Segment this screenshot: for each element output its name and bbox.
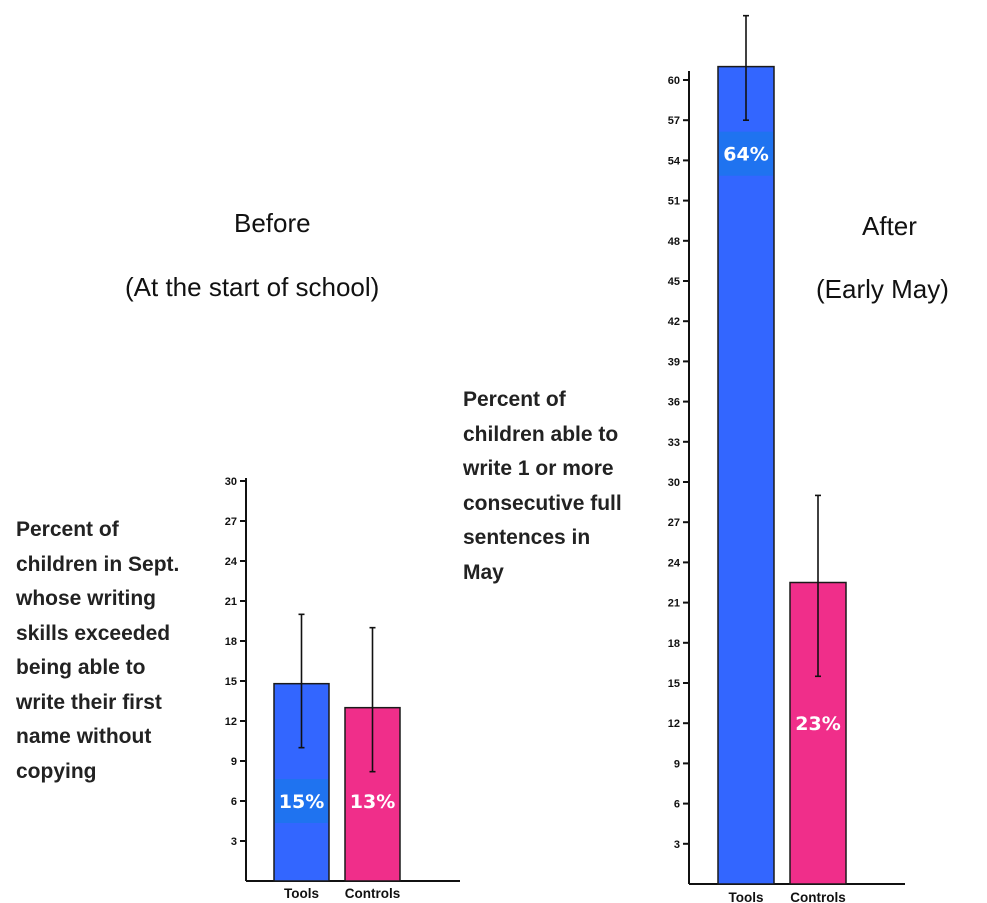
description-line: Percent of (16, 518, 119, 541)
y-tick-label: 15 (225, 676, 237, 688)
y-tick-label: 51 (668, 196, 680, 208)
category-label: Tools (729, 890, 764, 903)
data-label-box (719, 131, 773, 176)
description-line: children able to (463, 422, 619, 446)
description-line: sentences in (463, 526, 591, 549)
y-tick-label: 39 (668, 356, 680, 368)
y-tick-label: 12 (225, 716, 237, 728)
description-line: skills exceeded (16, 621, 171, 645)
data-label-box (275, 779, 328, 823)
description-line: being able to (16, 656, 146, 679)
y-tick-label: 21 (225, 596, 237, 608)
category-label: Tools (284, 886, 319, 901)
after-subtitle: (Early May) (816, 274, 949, 304)
description-line: whose writing (16, 587, 157, 610)
y-tick-label: 3 (231, 836, 237, 848)
y-tick-label: 18 (668, 638, 680, 650)
y-tick-label: 27 (668, 517, 680, 529)
y-tick-label: 24 (225, 556, 238, 568)
data-label: 15% (279, 791, 324, 813)
description-line: write 1 or more (463, 457, 614, 480)
y-tick-label: 54 (668, 155, 681, 167)
description-line: children in Sept. (16, 552, 180, 576)
y-tick-label: 15 (668, 678, 680, 690)
description-line: name without (16, 725, 152, 748)
description-line: consecutive full (463, 491, 622, 515)
y-tick-label: 18 (225, 636, 237, 648)
data-label-box (791, 701, 845, 746)
bar-tools (717, 65, 775, 885)
y-tick-label: 9 (231, 756, 237, 768)
description-line: write their first (16, 690, 162, 714)
y-tick-label: 12 (668, 718, 680, 730)
description-line: May (463, 560, 504, 584)
after-title: After (862, 211, 917, 241)
data-label: 23% (795, 713, 840, 735)
y-tick-label: 21 (668, 598, 680, 610)
data-label-box (346, 779, 399, 823)
y-tick-label: 9 (674, 758, 680, 770)
y-tick-label: 36 (668, 397, 680, 409)
description-line: copying (16, 759, 97, 783)
y-tick-label: 57 (668, 115, 680, 127)
y-tick-label: 6 (674, 799, 680, 811)
y-tick-label: 60 (668, 75, 680, 87)
y-tick-label: 27 (225, 516, 237, 528)
data-label: 13% (350, 791, 395, 813)
y-tick-label: 6 (231, 796, 237, 808)
y-tick-label: 45 (668, 276, 680, 288)
category-label: Controls (345, 886, 401, 901)
before-title: Before (234, 208, 311, 238)
category-label: Controls (790, 890, 846, 903)
y-tick-label: 48 (668, 236, 680, 248)
y-tick-label: 33 (668, 437, 680, 449)
y-tick-label: 24 (668, 557, 681, 569)
after-description: Percent of children able to write 1 or mor… (463, 383, 622, 590)
y-tick-label: 30 (225, 476, 237, 488)
before-subtitle: (At the start of school) (125, 272, 380, 302)
y-tick-label: 42 (668, 316, 680, 328)
y-tick-label: 30 (668, 477, 680, 489)
description-line: Percent of (463, 388, 566, 411)
y-tick-label: 3 (674, 839, 680, 851)
data-label: 64% (723, 144, 768, 166)
before-description: Percent of children in Sept. whose writing… (16, 513, 179, 789)
